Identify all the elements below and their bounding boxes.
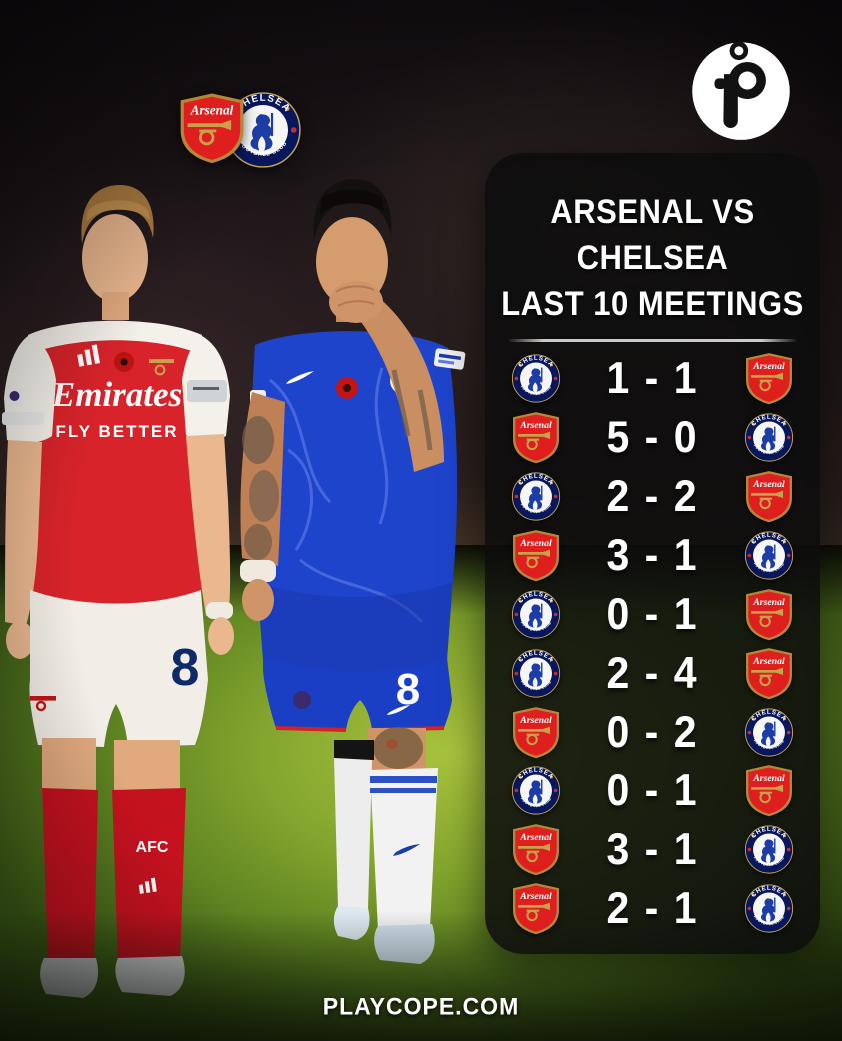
arsenal-crest — [511, 529, 561, 582]
match-row: 3 - 1 — [511, 529, 794, 582]
match-row: 2 - 1 — [511, 882, 794, 935]
chelsea-crest — [511, 470, 561, 523]
match-row: 1 - 1 — [511, 352, 794, 405]
match-score: 3 - 1 — [606, 824, 699, 875]
match-score: 3 - 1 — [606, 530, 699, 580]
chelsea-crest — [744, 882, 794, 935]
match-row: 0 - 1 — [511, 588, 794, 641]
chelsea-crest — [511, 764, 561, 817]
arsenal-sock-text: AFC — [136, 839, 169, 856]
chelsea-crest — [511, 647, 561, 700]
arsenal-crest — [744, 470, 794, 523]
match-score: 1 - 1 — [606, 353, 699, 404]
players-photo: Emirates FLY BETTER 8 AFC — [2, 178, 466, 998]
arsenal-crest — [511, 882, 561, 935]
match-row: 0 - 1 — [511, 764, 794, 817]
results-list: 1 - 1 5 - 0 2 - 2 3 - 1 0 - 1 2 - 4 — [485, 342, 820, 954]
match-score: 2 - 4 — [606, 647, 699, 698]
arsenal-shirt-sponsor: Emirates — [51, 375, 182, 414]
arsenal-crest — [744, 647, 794, 700]
arsenal-crest — [511, 411, 561, 464]
match-row: 3 - 1 — [511, 823, 794, 876]
match-row: 2 - 4 — [511, 647, 794, 700]
panel-title-line1: ARSENAL VS CHELSEA — [550, 192, 755, 277]
arsenal-badge-header — [178, 90, 246, 166]
panel-title: ARSENAL VS CHELSEA LAST 10 MEETINGS — [485, 189, 820, 327]
arsenal-crest — [511, 823, 561, 876]
arsenal-crest — [744, 764, 794, 817]
chelsea-crest — [744, 823, 794, 876]
arsenal-player: Emirates FLY BETTER 8 AFC — [2, 184, 234, 998]
chelsea-shorts-number: 8 — [396, 665, 420, 714]
playcope-logo — [692, 41, 790, 140]
match-score: 0 - 1 — [606, 588, 699, 639]
panel-title-line2: LAST 10 MEETINGS — [501, 284, 804, 323]
chelsea-crest — [511, 588, 561, 641]
match-row: 2 - 2 — [511, 470, 794, 523]
match-row: 5 - 0 — [511, 411, 794, 464]
match-score: 2 - 2 — [606, 471, 699, 521]
arsenal-crest — [744, 588, 794, 641]
chelsea-crest — [744, 529, 794, 582]
arsenal-crest — [511, 706, 561, 759]
chelsea-crest — [744, 411, 794, 464]
watermark-text: PLAYCOPE.COM — [322, 992, 520, 1020]
match-score: 0 - 1 — [606, 765, 699, 816]
match-score: 5 - 0 — [606, 412, 699, 463]
match-row: 0 - 2 — [511, 706, 794, 759]
whistle-icon — [692, 41, 790, 140]
arsenal-shorts-number: 8 — [171, 639, 200, 697]
results-panel: ARSENAL VS CHELSEA LAST 10 MEETINGS 1 - … — [485, 153, 820, 954]
match-score: 0 - 2 — [606, 706, 699, 757]
chelsea-player: 8 — [240, 178, 466, 964]
arsenal-crest — [744, 352, 794, 405]
arsenal-shirt-sponsor-2: FLY BETTER — [56, 422, 179, 441]
chelsea-crest — [744, 706, 794, 759]
chelsea-crest — [511, 352, 561, 405]
match-score: 2 - 1 — [606, 883, 699, 933]
